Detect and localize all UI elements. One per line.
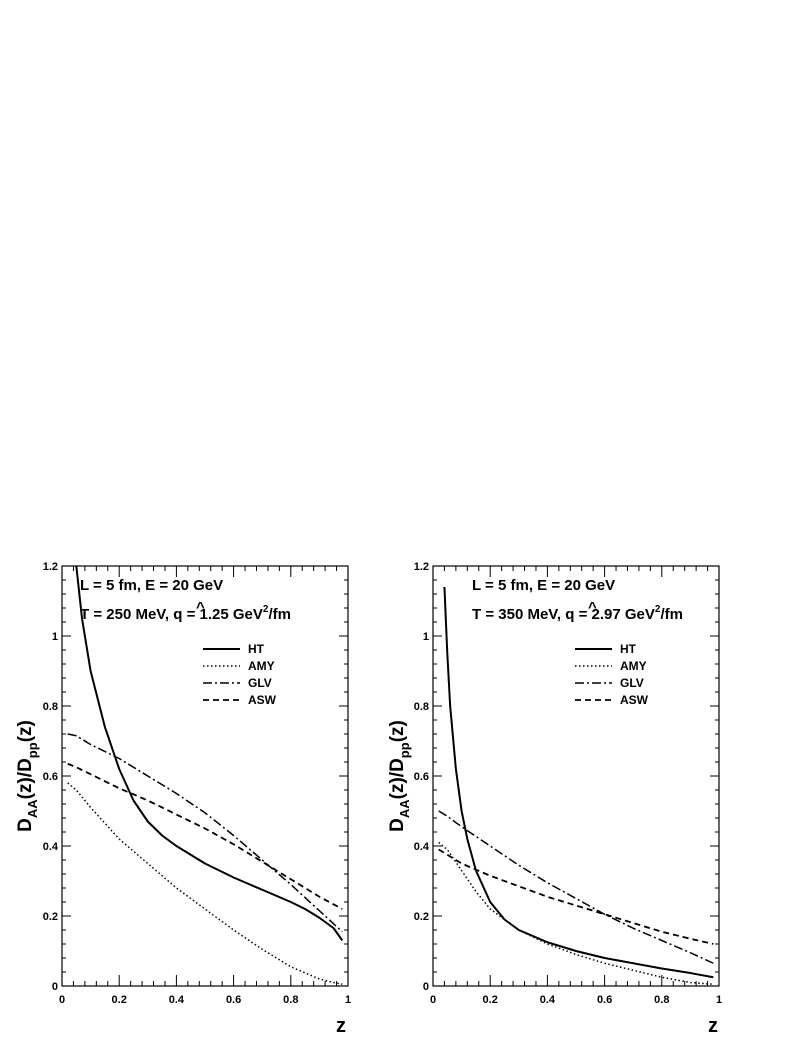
right-plot-frame (432, 565, 720, 987)
left-legend: HT AMY GLV ASW (203, 642, 277, 707)
left-legend-label-asw: ASW (248, 693, 277, 707)
left-x-tick-label: 0 (59, 994, 65, 1006)
right-y-tick-label: 0.2 (414, 911, 429, 923)
right-y-axis-title-text: DAA(z)/Dpp(z) (387, 720, 412, 832)
left-y-tick-label: 0.8 (43, 701, 58, 713)
right-y-tick-label: 0.4 (414, 841, 430, 853)
right-series-glv-line (438, 810, 714, 964)
right-x-axis-title: z (708, 1015, 718, 1037)
right-x-tick-label: 0.6 (597, 994, 612, 1006)
left-y-tick-label: 0.2 (43, 911, 58, 923)
left-y-tick-label: 0.4 (43, 841, 59, 853)
right-series-amy-line (438, 841, 714, 985)
right-y-axis-title: DAA(z)/Dpp(z) (387, 720, 412, 832)
left-y-axis-title-text: DAA(z)/Dpp(z) (15, 720, 40, 832)
left-annotation-line2: T = 250 MeV, q = 1.25 GeV2/fm (80, 604, 291, 623)
right-x-tick-label: 0.4 (540, 994, 556, 1006)
left-y-tick-label: 1 (52, 631, 58, 643)
right-panel: 0 0.2 0.4 0.6 0.8 1 0 0.2 0.4 0.6 0.8 1 1.2 DAA(z)/D… (387, 561, 722, 1037)
right-legend: HT AMY GLV ASW (575, 642, 649, 707)
right-annotation-line1: L = 5 fm, E = 20 GeV (472, 577, 615, 594)
right-legend-label-asw: ASW (620, 693, 649, 707)
left-series-asw-line (67, 762, 343, 910)
left-x-tick-label: 0.6 (226, 994, 241, 1006)
left-y-tick-label: 1.2 (43, 561, 58, 573)
right-y-tick-label: 0.8 (414, 701, 429, 713)
left-legend-label-amy: AMY (248, 659, 275, 673)
left-plot-frame (61, 565, 349, 987)
right-annotation-line2: T = 350 MeV, q = 2.97 GeV2/fm (472, 604, 683, 623)
right-y-tick-label: 1 (423, 631, 429, 643)
left-x-axis-title: z (336, 1015, 346, 1037)
right-x-tick-label: 0 (430, 994, 436, 1006)
left-panel: 0 0.2 0.4 0.6 0.8 1 0 0.2 0.4 0.6 0.8 1 1.2 DAA(z)/D… (15, 561, 351, 1037)
left-x-tick-label: 0.2 (112, 994, 127, 1006)
left-plot-content: 0 0.2 0.4 0.6 0.8 1 0 0.2 0.4 0.6 0.8 1 1.2 (43, 561, 351, 1006)
left-x-tick-label: 0.8 (283, 994, 298, 1006)
left-x-tick-label: 0.4 (169, 994, 185, 1006)
right-y-tick-label: 0.6 (414, 771, 429, 783)
right-x-tick-label: 1 (716, 994, 722, 1006)
right-legend-label-ht: HT (620, 642, 637, 656)
right-qhat-hat: ^ (588, 599, 597, 616)
left-y-axis-title: DAA(z)/Dpp(z) (15, 720, 40, 832)
left-series-ht-line (75, 566, 344, 942)
right-y-tick-label: 0 (423, 981, 429, 993)
right-series-ht-line (443, 586, 714, 979)
left-x-tick-label: 1 (345, 994, 351, 1006)
left-y-tick-label: 0.6 (43, 771, 58, 783)
left-series-glv-line (67, 733, 343, 933)
right-y-tick-label: 1.2 (414, 561, 429, 573)
left-annotation-line1: L = 5 fm, E = 20 GeV (80, 577, 223, 594)
right-series-asw-line (438, 848, 714, 945)
right-x-tick-label: 0.2 (483, 994, 498, 1006)
left-legend-label-ht: HT (248, 642, 265, 656)
right-x-tick-label: 0.8 (654, 994, 669, 1006)
right-legend-label-amy: AMY (620, 659, 647, 673)
left-y-tick-label: 0 (52, 981, 58, 993)
left-legend-label-glv: GLV (248, 676, 272, 690)
left-qhat-hat: ^ (196, 599, 205, 616)
right-legend-label-glv: GLV (620, 676, 644, 690)
